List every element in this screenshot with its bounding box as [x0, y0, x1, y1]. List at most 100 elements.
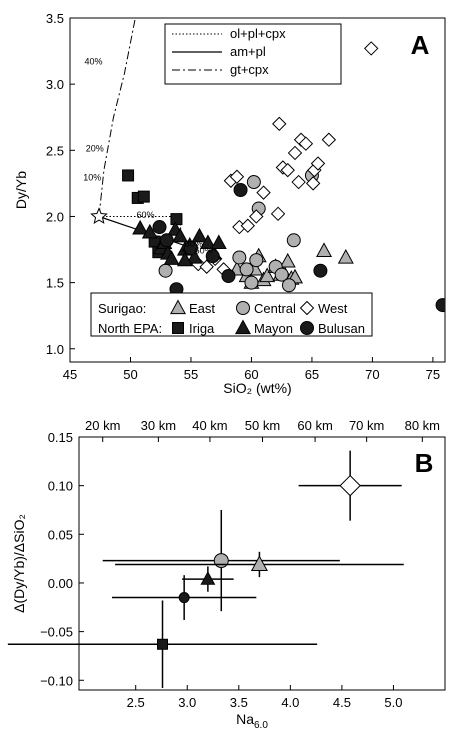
point-west [291, 174, 306, 190]
point-central [239, 262, 254, 277]
point-west [229, 169, 245, 184]
y-tick-label: 0.15 [48, 430, 73, 445]
x-tick-label: 55 [184, 367, 198, 382]
y-axis-label: Dy/Yb [13, 171, 29, 209]
point-central [158, 263, 173, 278]
annotation-label: 60% [195, 246, 213, 256]
plot-frame [69, 17, 446, 363]
y-tick-label: 0.05 [48, 527, 73, 542]
x-tick-label: 60 [244, 367, 258, 382]
y-tick-label: −0.10 [40, 673, 73, 688]
point-west [199, 259, 214, 274]
point-central [249, 253, 264, 268]
point-west [305, 176, 321, 191]
series-legend-box [90, 292, 373, 337]
legend-marker-mayon [235, 319, 251, 335]
top-tick-label: 30 km [141, 418, 176, 433]
legend-item-label: Mayon [254, 321, 293, 336]
point-central [213, 553, 229, 569]
legend-marker-central [236, 301, 250, 315]
top-tick-label: 70 km [349, 418, 384, 433]
x-tick-label: 5.0 [384, 695, 402, 710]
point-central [281, 278, 296, 293]
y-tick-label: 1.5 [46, 276, 64, 291]
point-bulusan [183, 241, 198, 256]
y-tick-label: 0.00 [48, 576, 73, 591]
annotation-label: 10% [83, 173, 101, 183]
point-bulusan [233, 183, 248, 197]
point-iriga [137, 190, 150, 203]
panel-b: 2.5 3.0 3.5 4.0 4.5 5.0 −0.10 −0.05 0.00 0.05 0.10… [7, 418, 446, 731]
point-west [321, 132, 337, 147]
top-tick-label: 80 km [405, 418, 440, 433]
point-west [364, 41, 379, 56]
point-iriga [122, 169, 135, 182]
annotation-label: 20% [86, 144, 104, 154]
x-tick-label: 50 [123, 367, 137, 382]
top-tick-label: 60 km [297, 418, 332, 433]
point-west [298, 136, 314, 151]
y-tick-label: 2.5 [46, 143, 64, 158]
point-group-central [102, 509, 340, 612]
point-east [337, 248, 354, 264]
legend-label: gt+cpx [230, 62, 269, 77]
y-tick-label: 2.0 [46, 209, 64, 224]
y-axis-label: Δ(Dy/Yb)/ΔSiO₂ [11, 514, 27, 613]
point-west [249, 209, 264, 224]
legend-marker-east [170, 299, 186, 315]
x-tick-label: 70 [365, 367, 379, 382]
point-central [286, 233, 301, 248]
panel-letter-b: B [415, 448, 434, 478]
point-west [272, 116, 287, 132]
top-tick-label: 20 km [85, 418, 120, 433]
legend-item-label: Bulusan [318, 321, 365, 336]
legend-group-label: North EPA: [98, 321, 162, 336]
y-tick-label: 1.0 [46, 342, 64, 357]
legend-group-label: Surigao: [98, 301, 146, 316]
x-axis-label-sub: 6.0 [254, 720, 268, 731]
series-west [183, 41, 379, 277]
x-tick-label: 4.0 [281, 695, 299, 710]
x-tick-label: 45 [63, 367, 77, 382]
point-group-mayon [182, 566, 234, 592]
point-mayon [210, 234, 227, 250]
point-group-west [298, 450, 402, 521]
legend-marker-iriga [172, 322, 184, 334]
top-tick-label: 40 km [192, 418, 227, 433]
series-bulusan [152, 183, 445, 313]
point-west [256, 185, 271, 200]
model-legend: ol+pl+cpx am+pl gt+cpx [164, 23, 342, 85]
annotation-label: 60% [137, 210, 155, 220]
annotation-label: 60% [185, 239, 203, 249]
legend-marker-west [299, 300, 315, 316]
point-east [316, 242, 333, 257]
x-tick-label: 3.0 [178, 695, 196, 710]
x-tick-label: 75 [426, 367, 440, 382]
point-central [232, 250, 247, 265]
point-mayon [172, 227, 189, 243]
y-tick-label: −0.05 [40, 625, 73, 640]
point-bulusan [152, 220, 167, 235]
point-bulusan [313, 263, 328, 278]
point-mayon [186, 248, 203, 264]
top-tick-label: 50 km [245, 418, 280, 433]
point-mayon [199, 234, 216, 250]
legend-item-label: Iriga [189, 321, 215, 336]
legend-item-label: West [318, 301, 348, 316]
point-east [279, 252, 296, 268]
point-mayon [141, 223, 158, 239]
x-axis-label: SiO₂ (wt%) [223, 380, 291, 396]
x-tick-label: 65 [305, 367, 319, 382]
series-legend: Surigao: East Central West North EPA: Iriga Ma… [90, 292, 373, 337]
point-group-east [115, 551, 404, 578]
point-east [250, 555, 268, 572]
point-east [259, 267, 276, 283]
plot-frame [78, 436, 446, 691]
point-mayon [191, 227, 208, 243]
point-group-iriga [7, 600, 318, 689]
point-central [246, 175, 261, 190]
point-west [240, 218, 256, 233]
point-central [274, 267, 289, 282]
legend-label: am+pl [230, 44, 266, 59]
